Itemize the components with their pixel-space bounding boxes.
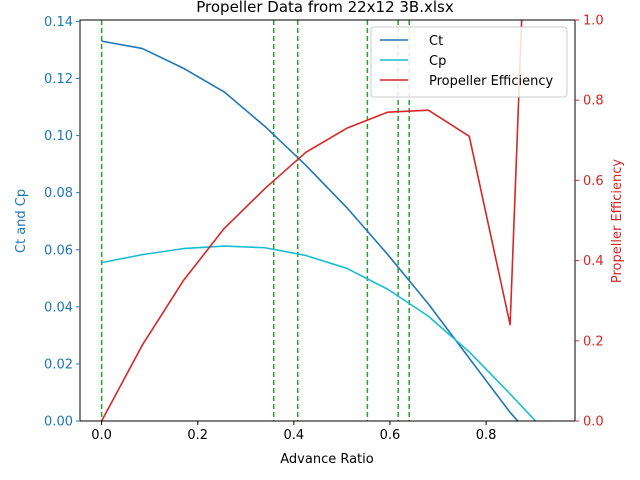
left-y-tick-label: 0.06: [44, 243, 73, 258]
left-y-tick-label: 0.14: [44, 15, 73, 30]
right-y-tick-label: 0.6: [583, 174, 604, 189]
legend-label-ct: Ct: [429, 34, 443, 49]
x-axis-label: Advance Ratio: [280, 452, 374, 467]
x-tick-label: 0.8: [476, 428, 497, 443]
left-y-axis-ticks: 0.00 0.02 0.04 0.06 0.08 0.10 0.12 0.14: [44, 15, 80, 430]
right-y-axis-ticks: 0.0 0.2 0.4 0.6 0.8 1.0: [575, 14, 604, 430]
left-y-tick-label: 0.02: [44, 357, 73, 372]
left-y-tick-label: 0.00: [44, 415, 73, 430]
left-y-tick-label: 0.04: [44, 300, 73, 315]
left-y-tick-label: 0.10: [44, 129, 73, 144]
right-y-tick-label: 0.4: [583, 254, 604, 269]
right-y-tick-label: 0.0: [583, 415, 604, 430]
right-y-tick-label: 0.8: [583, 94, 604, 109]
vertical-reference-lines: [100, 20, 410, 421]
left-y-tick-label: 0.12: [44, 72, 73, 87]
right-y-axis-label: Propeller Efficiency: [610, 159, 625, 283]
legend-box: [370, 26, 568, 98]
right-y-tick-label: 1.0: [583, 14, 604, 29]
x-axis-ticks: 0.0 0.2 0.4 0.6 0.8: [91, 421, 496, 443]
series-line-propeller-efficiency: [100, 20, 523, 421]
plot-frame: [79, 19, 576, 422]
series-line-ct: [101, 40, 519, 421]
x-tick-label: 0.6: [380, 428, 401, 443]
legend-label-efficiency: Propeller Efficiency: [429, 74, 553, 89]
series-line-cp: [101, 245, 537, 421]
x-tick-label: 0.2: [187, 428, 208, 443]
legend: Ct Cp Propeller Efficiency: [370, 26, 568, 98]
x-tick-label: 0.0: [91, 428, 112, 443]
x-tick-label: 0.4: [284, 428, 305, 443]
right-y-tick-label: 0.2: [583, 334, 604, 349]
left-y-tick-label: 0.08: [44, 186, 73, 201]
legend-label-cp: Cp: [429, 54, 446, 69]
left-y-axis-label: Ct and Cp: [14, 189, 29, 253]
chart-title: Propeller Data from 22x12 3B.xlsx: [196, 0, 454, 16]
series-lines: [100, 20, 537, 421]
